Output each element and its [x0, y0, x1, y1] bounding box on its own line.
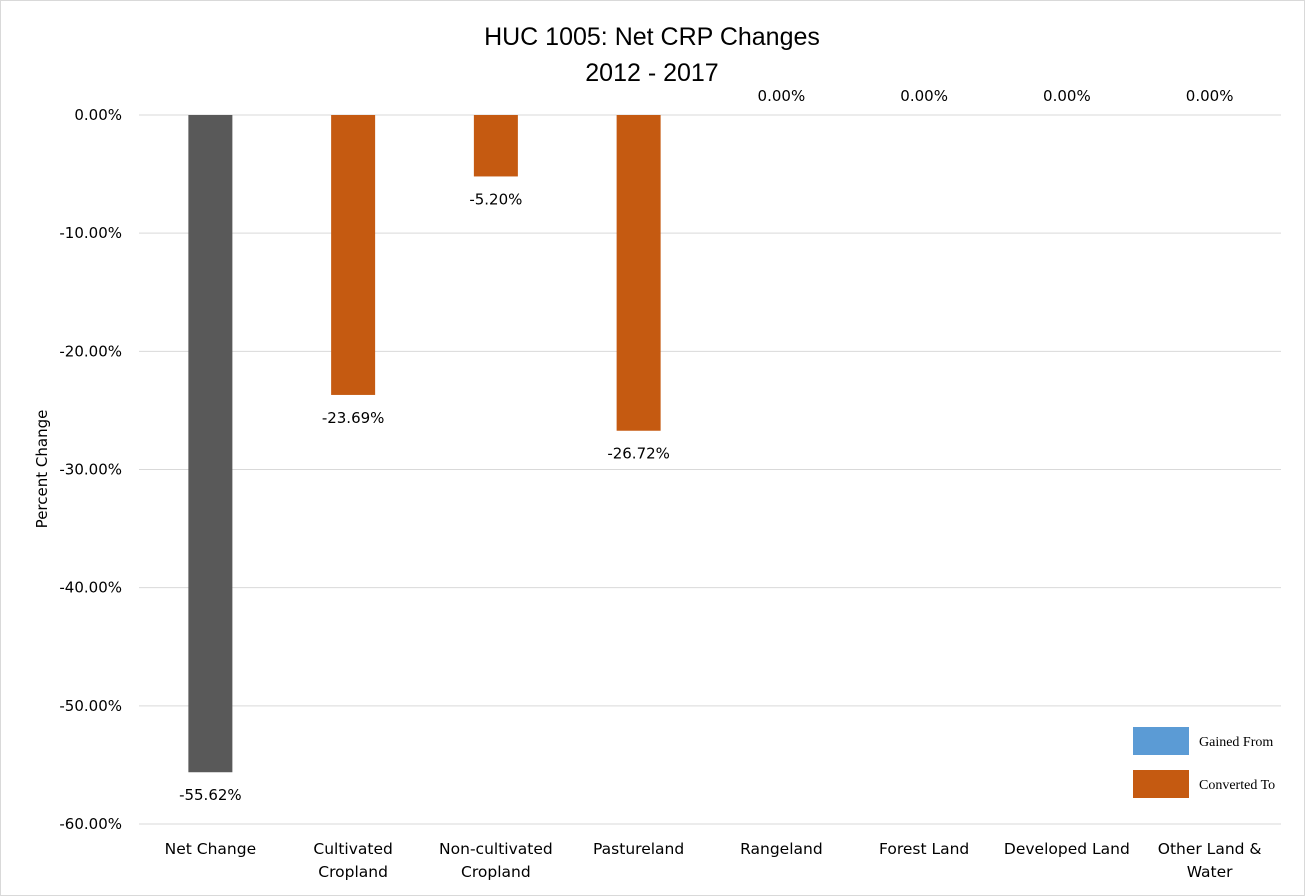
x-category-label: Rangeland [740, 840, 823, 858]
x-category-label: Pastureland [593, 840, 684, 858]
chart-subtitle: 2012 - 2017 [585, 59, 718, 87]
bars [188, 115, 661, 773]
bar [188, 115, 233, 773]
bar [473, 115, 518, 177]
y-tick-label: -30.00% [59, 461, 122, 479]
data-label: 0.00% [1043, 87, 1091, 105]
data-label: 0.00% [1186, 87, 1234, 105]
data-label: -26.72% [607, 445, 670, 463]
x-category-label: Other Land & [1158, 840, 1262, 858]
y-tick-label: -20.00% [59, 342, 122, 360]
y-tick-label: -40.00% [59, 579, 122, 597]
legend: Gained From Converted To [1133, 727, 1275, 798]
data-label: 0.00% [758, 87, 806, 105]
legend-label: Gained From [1199, 735, 1273, 750]
x-category-label: Cropland [318, 863, 388, 881]
data-label: -23.69% [322, 409, 385, 427]
x-category-label: Net Change [165, 840, 256, 858]
legend-swatch [1133, 727, 1189, 755]
data-label: -55.62% [179, 786, 242, 804]
y-tick-label: -50.00% [59, 697, 122, 715]
x-category-label: Cropland [461, 863, 531, 881]
data-label: -5.20% [469, 190, 522, 208]
x-category-label: Non-cultivated [439, 840, 553, 858]
x-category-label: Forest Land [879, 840, 969, 858]
x-category-label: Cultivated [313, 840, 392, 858]
data-label: 0.00% [900, 87, 948, 105]
bar [616, 115, 661, 431]
legend-swatch [1133, 770, 1189, 798]
bar [331, 115, 376, 395]
y-axis-label: Percent Change [33, 410, 51, 529]
gridlines [139, 114, 1281, 825]
x-category-label: Water [1187, 863, 1233, 881]
y-tick-label: -10.00% [59, 224, 122, 242]
data-labels: -55.62% -23.69% -5.20% -26.72% 0.00% 0.00% 0.0… [179, 87, 1233, 804]
y-axis-ticks: 0.00% -10.00% -20.00% -30.00% -40.00% -50.00%… [59, 106, 122, 833]
legend-label: Converted To [1199, 778, 1275, 793]
y-tick-label: 0.00% [74, 106, 122, 124]
y-tick-label: -60.00% [59, 815, 122, 833]
x-category-label: Developed Land [1004, 840, 1130, 858]
chart-title: HUC 1005: Net CRP Changes [484, 23, 820, 51]
x-axis-categories: Net Change Cultivated Cropland Non-cultivat… [165, 840, 1262, 881]
